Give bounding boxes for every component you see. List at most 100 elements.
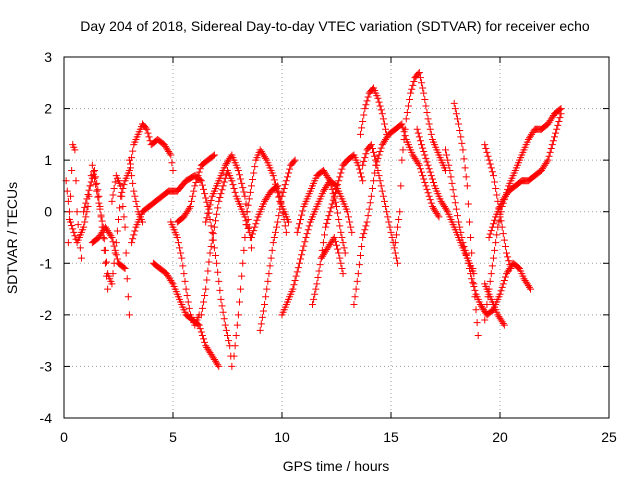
data-point [360, 157, 368, 165]
data-point [207, 197, 215, 205]
data-point [446, 166, 454, 174]
data-point [419, 84, 427, 92]
data-point [376, 102, 384, 110]
data-point [420, 89, 428, 97]
data-point [303, 230, 311, 238]
data-point [196, 165, 204, 173]
data-point [554, 121, 562, 129]
data-point [300, 242, 308, 250]
data-point [416, 137, 424, 145]
data-point [275, 212, 283, 220]
data-point [456, 223, 464, 231]
data-point [96, 203, 104, 211]
data-point [120, 213, 128, 221]
data-point [198, 304, 206, 312]
data-point [257, 320, 265, 328]
data-point [372, 156, 380, 164]
data-point [305, 222, 313, 230]
data-point [325, 212, 333, 220]
data-point [244, 215, 252, 223]
data-point [493, 191, 501, 199]
data-point [404, 102, 412, 110]
data-point [420, 148, 428, 156]
data-point [425, 192, 433, 200]
data-point [444, 156, 452, 164]
data-point [214, 268, 222, 276]
data-point [361, 226, 369, 234]
data-point [501, 273, 509, 281]
data-point [553, 125, 561, 133]
data-point [385, 218, 393, 226]
data-point [304, 226, 312, 234]
data-point [231, 188, 239, 196]
data-point [500, 321, 508, 329]
data-point [422, 182, 430, 190]
data-point [166, 149, 174, 157]
data-point [111, 246, 119, 254]
data-point [373, 161, 381, 169]
data-point [375, 98, 383, 106]
data-point [370, 177, 378, 185]
y-tick-label: 0 [44, 204, 52, 220]
x-tick-label: 0 [60, 429, 68, 445]
data-point [64, 197, 72, 205]
data-point [130, 187, 138, 195]
data-point [368, 145, 376, 153]
data-point [328, 185, 336, 193]
data-point [352, 285, 360, 293]
data-point [487, 227, 495, 235]
data-point [68, 221, 76, 229]
data-point [197, 328, 205, 336]
data-point [198, 331, 206, 339]
data-point [200, 335, 208, 343]
data-point [185, 204, 193, 212]
data-point [447, 173, 455, 181]
data-point [424, 115, 432, 123]
data-point [81, 218, 89, 226]
data-point [212, 252, 220, 260]
data-point [546, 148, 554, 156]
data-point [110, 185, 118, 193]
data-point [168, 159, 176, 167]
data-point [270, 234, 278, 241]
data-point [360, 230, 368, 238]
data-point [214, 204, 222, 212]
data-point [463, 254, 471, 262]
data-point [362, 222, 370, 230]
data-point [313, 280, 321, 288]
data-point [364, 93, 372, 101]
data-point [338, 264, 346, 272]
data-point [206, 215, 214, 223]
data-point [169, 166, 177, 174]
data-point [229, 181, 237, 189]
data-point [204, 267, 212, 275]
data-point [425, 120, 433, 128]
data-point [326, 208, 334, 216]
data-point [213, 210, 221, 218]
data-point [294, 264, 302, 272]
data-point [499, 230, 507, 238]
data-point [130, 231, 138, 239]
data-point [486, 230, 494, 238]
data-point [82, 199, 90, 207]
data-point [235, 298, 243, 306]
data-point [267, 254, 275, 262]
data-point [238, 272, 246, 280]
data-point [505, 257, 513, 265]
data-point [424, 189, 432, 197]
data-point [314, 273, 322, 281]
data-point [95, 192, 103, 200]
data-point [359, 177, 367, 185]
data-point [462, 173, 470, 181]
data-point [219, 182, 227, 190]
data-point [80, 223, 88, 231]
data-point [361, 105, 369, 113]
data-point [489, 220, 497, 228]
data-point [269, 239, 277, 247]
axis-ticks: 0 5 10 15 20 25 -4 -3 -2 -1 0 1 2 3 [40, 49, 617, 445]
data-point [491, 216, 499, 224]
data-point [196, 325, 204, 333]
data-point [474, 331, 482, 339]
data-point [482, 308, 490, 316]
data-point [481, 141, 489, 149]
